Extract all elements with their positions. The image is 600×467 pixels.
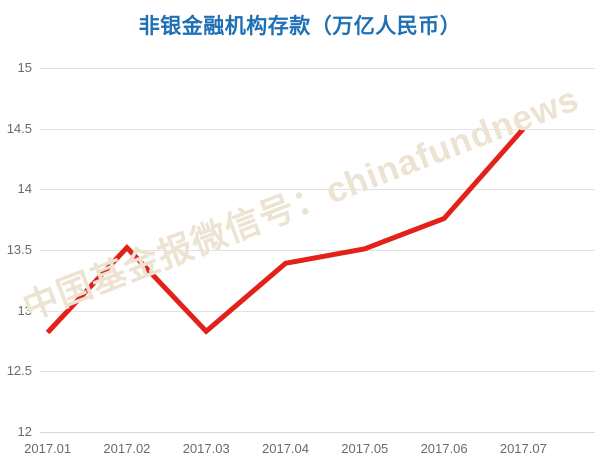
chart-title: 非银金融机构存款（万亿人民币） [138,15,462,38]
y-tick-label: 13.5 [6,242,32,257]
gridline [40,432,595,433]
gridline [40,128,595,130]
gridline [40,310,595,312]
y-axis: 12 12.5 13 13.5 14 14.5 15 [0,61,600,438]
series-polyline [45,127,526,335]
y-tick-label: 14.5 [6,120,32,136]
x-tick-label: 2017.04 [262,441,309,456]
plot-area [40,68,595,433]
gridline [40,189,595,191]
y-tick-label: 15 [17,60,32,75]
x-tick-label: 2017.03 [182,441,230,456]
y-tick-label: 12 [17,424,32,439]
gridline [40,250,595,251]
x-tick-label: 2017.01 [24,441,72,456]
gridline [40,68,595,69]
gridline [40,371,595,373]
x-tick-label: 2017.05 [341,441,389,456]
y-tick-label: 12.5 [6,363,32,379]
x-tick-label: 2017.02 [103,441,151,456]
x-axis: 2017.01 2017.02 2017.03 2017.04 2017.05 2017.… [24,441,595,461]
x-tick-label: 2017.07 [499,441,547,456]
y-tick-label: 13 [17,302,32,318]
x-tick-label: 2017.06 [420,441,468,456]
y-tick-label: 14 [17,181,32,197]
series-line-chart [45,127,526,335]
